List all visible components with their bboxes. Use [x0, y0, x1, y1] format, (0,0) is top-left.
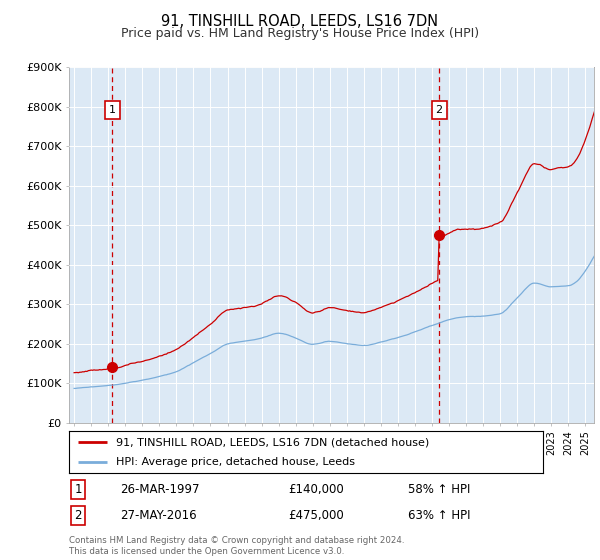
Text: 1: 1	[74, 483, 82, 496]
Text: £140,000: £140,000	[288, 483, 344, 496]
Text: 27-MAY-2016: 27-MAY-2016	[120, 509, 197, 522]
Text: 2: 2	[436, 105, 443, 115]
Text: 63% ↑ HPI: 63% ↑ HPI	[408, 509, 470, 522]
Text: 91, TINSHILL ROAD, LEEDS, LS16 7DN: 91, TINSHILL ROAD, LEEDS, LS16 7DN	[161, 14, 439, 29]
Text: 58% ↑ HPI: 58% ↑ HPI	[408, 483, 470, 496]
Text: 1: 1	[109, 105, 116, 115]
Text: 2: 2	[74, 509, 82, 522]
Text: £475,000: £475,000	[288, 509, 344, 522]
Text: Price paid vs. HM Land Registry's House Price Index (HPI): Price paid vs. HM Land Registry's House …	[121, 27, 479, 40]
Text: HPI: Average price, detached house, Leeds: HPI: Average price, detached house, Leed…	[116, 458, 355, 467]
Text: Contains HM Land Registry data © Crown copyright and database right 2024.
This d: Contains HM Land Registry data © Crown c…	[69, 536, 404, 556]
Text: 26-MAR-1997: 26-MAR-1997	[120, 483, 199, 496]
Text: 91, TINSHILL ROAD, LEEDS, LS16 7DN (detached house): 91, TINSHILL ROAD, LEEDS, LS16 7DN (deta…	[116, 437, 430, 447]
